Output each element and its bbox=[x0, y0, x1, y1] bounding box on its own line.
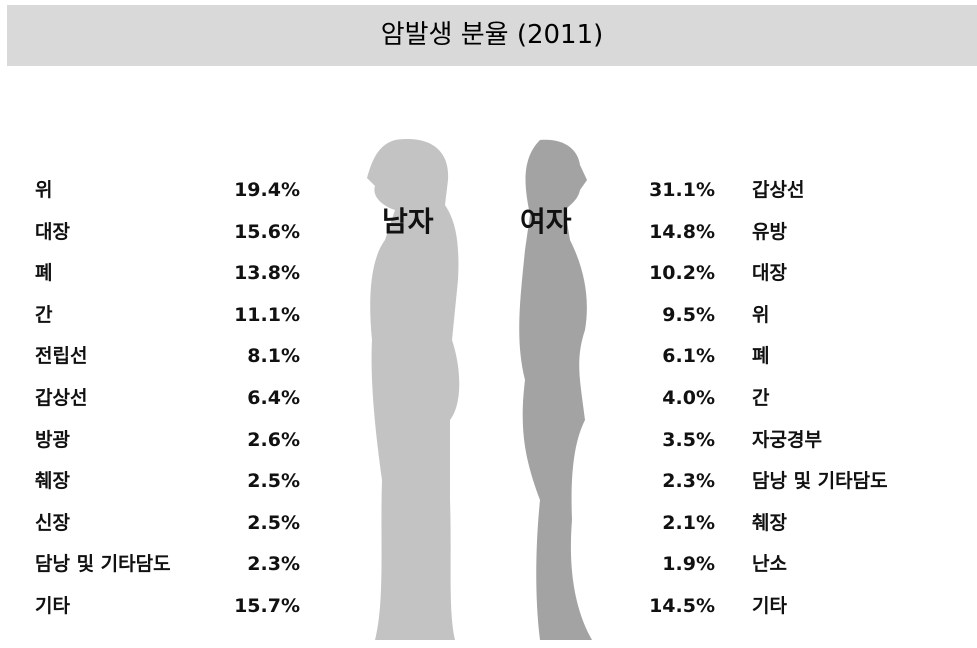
female-cancer-name: 유방 bbox=[752, 220, 787, 244]
female-cancer-share: 14.8% bbox=[649, 220, 715, 244]
male-cancer-name: 췌장 bbox=[35, 469, 70, 493]
male-cancer-share: 8.1% bbox=[247, 344, 300, 368]
page: 암발생 분율 (2011) 남자 여자 (() => { const data … bbox=[0, 0, 977, 648]
male-cancer-share: 2.3% bbox=[247, 552, 300, 576]
female-cancer-share: 1.9% bbox=[662, 552, 715, 576]
male-cancer-share: 11.1% bbox=[234, 303, 300, 327]
female-cancer-name: 대장 bbox=[752, 261, 787, 285]
female-cancer-name: 췌장 bbox=[752, 511, 787, 535]
male-cancer-name: 방광 bbox=[35, 428, 70, 452]
male-cancer-name: 대장 bbox=[35, 220, 70, 244]
female-cancer-name: 담낭 및 기타담도 bbox=[752, 469, 888, 493]
female-cancer-share: 31.1% bbox=[649, 178, 715, 202]
female-cancer-share: 14.5% bbox=[649, 594, 715, 618]
male-cancer-name: 기타 bbox=[35, 594, 70, 618]
female-cancer-share: 6.1% bbox=[662, 344, 715, 368]
female-cancer-name: 위 bbox=[752, 303, 769, 327]
male-cancer-share: 2.5% bbox=[247, 469, 300, 493]
female-cancer-share: 9.5% bbox=[662, 303, 715, 327]
male-cancer-name: 간 bbox=[35, 303, 52, 327]
male-label: 남자 bbox=[382, 206, 434, 238]
male-cancer-share: 19.4% bbox=[234, 178, 300, 202]
female-cancer-name: 갑상선 bbox=[752, 178, 804, 202]
male-cancer-share: 2.5% bbox=[247, 511, 300, 535]
male-cancer-share: 13.8% bbox=[234, 261, 300, 285]
male-cancer-name: 갑상선 bbox=[35, 386, 87, 410]
male-cancer-name: 폐 bbox=[35, 261, 52, 285]
male-cancer-share: 15.6% bbox=[234, 220, 300, 244]
female-label: 여자 bbox=[520, 206, 572, 238]
male-cancer-name: 전립선 bbox=[35, 344, 87, 368]
female-cancer-share: 4.0% bbox=[662, 386, 715, 410]
female-cancer-share: 2.3% bbox=[662, 469, 715, 493]
male-cancer-share: 15.7% bbox=[234, 594, 300, 618]
female-cancer-name: 자궁경부 bbox=[752, 428, 822, 452]
female-cancer-name: 난소 bbox=[752, 552, 787, 576]
male-cancer-name: 담낭 및 기타담도 bbox=[35, 552, 171, 576]
male-cancer-share: 2.6% bbox=[247, 428, 300, 452]
female-cancer-share: 3.5% bbox=[662, 428, 715, 452]
female-cancer-share: 10.2% bbox=[649, 261, 715, 285]
female-cancer-share: 2.1% bbox=[662, 511, 715, 535]
figures bbox=[0, 0, 977, 648]
male-cancer-name: 신장 bbox=[35, 511, 70, 535]
male-cancer-name: 위 bbox=[35, 178, 52, 202]
female-cancer-name: 기타 bbox=[752, 594, 787, 618]
male-cancer-share: 6.4% bbox=[247, 386, 300, 410]
female-cancer-name: 폐 bbox=[752, 344, 769, 368]
female-cancer-name: 간 bbox=[752, 386, 769, 410]
